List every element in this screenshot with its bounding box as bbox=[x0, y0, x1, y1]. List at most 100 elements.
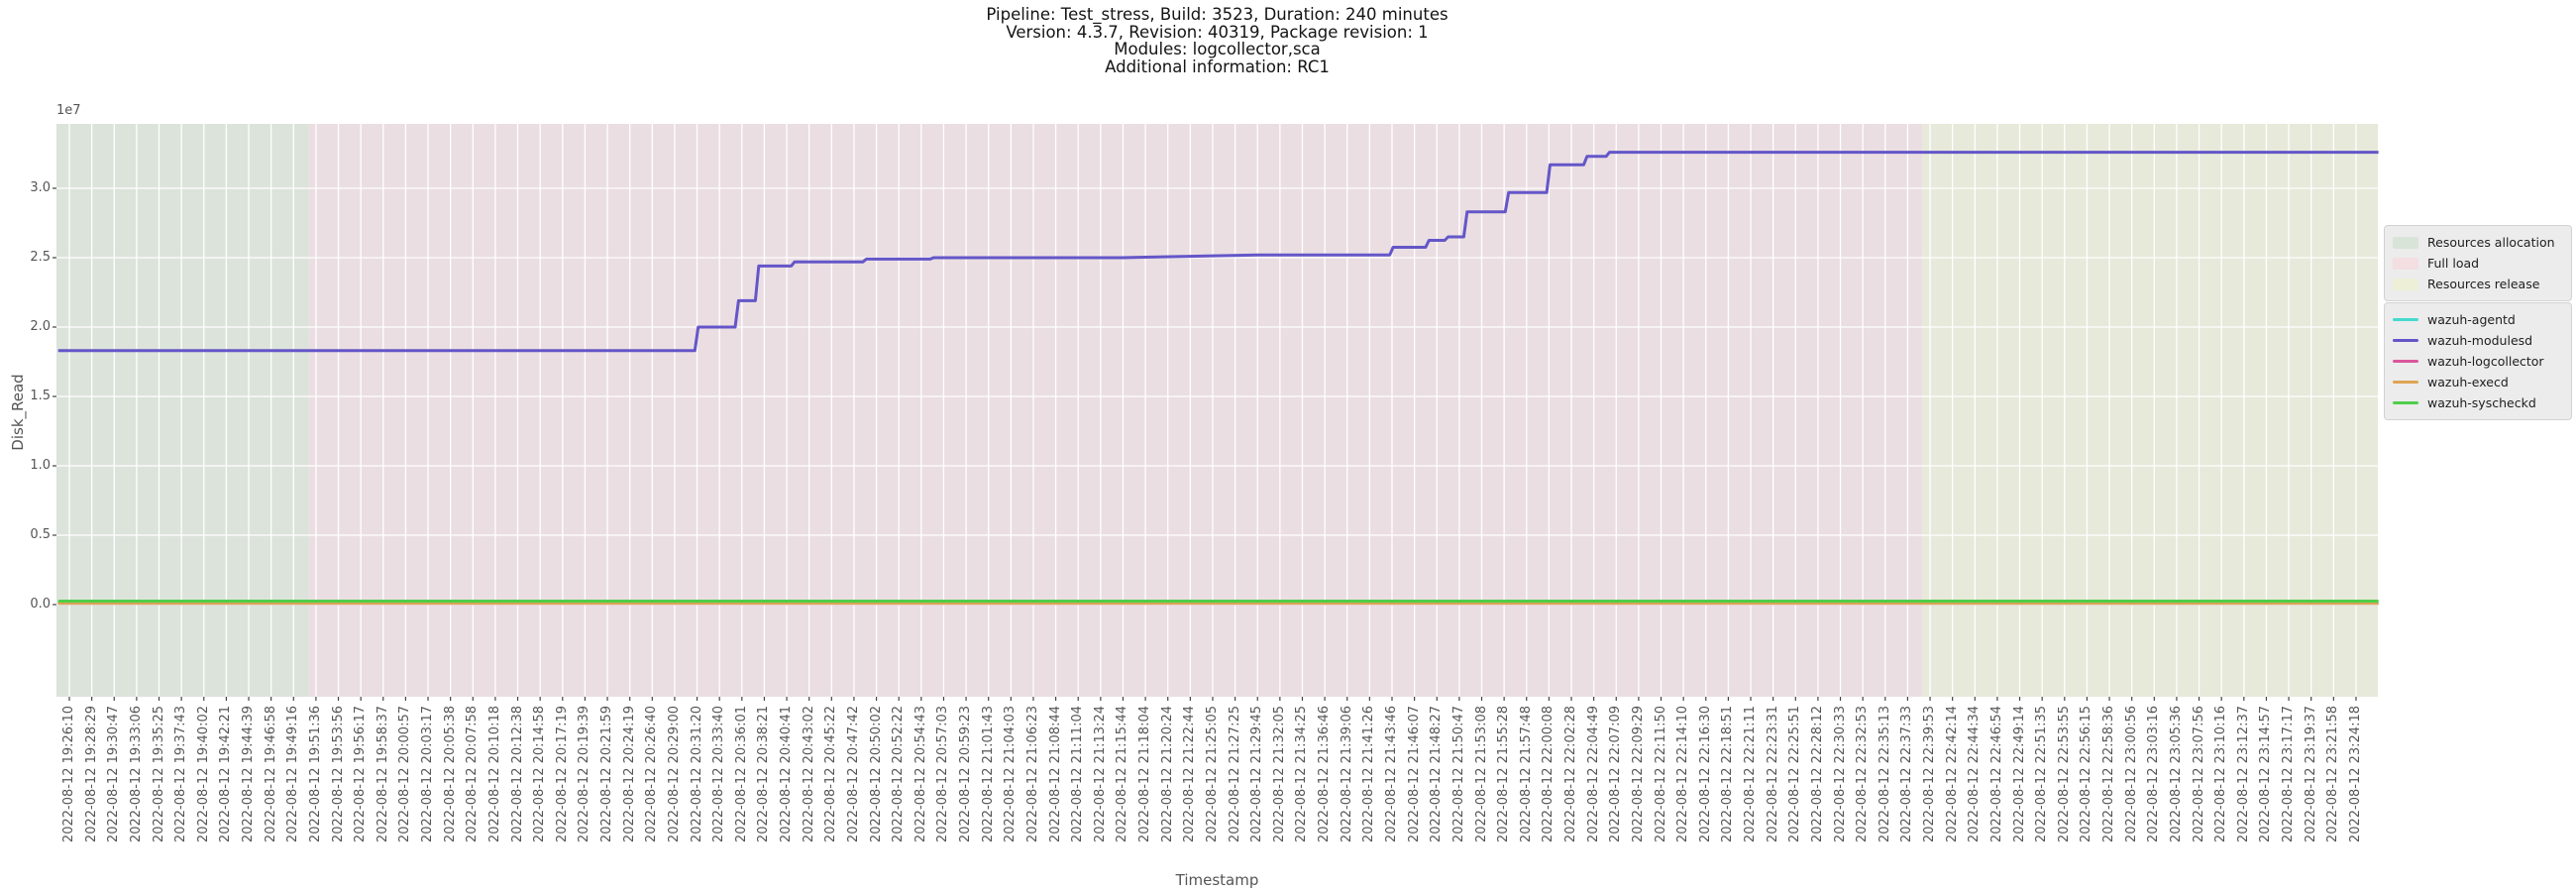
y-tick-label: 2.0 bbox=[30, 319, 51, 334]
x-tick-label: 2022-08-12 22:07:09 bbox=[1608, 706, 1624, 843]
legend-region-label: Resources release bbox=[2427, 277, 2540, 291]
x-tick-label: 2022-08-12 19:56:17 bbox=[353, 706, 369, 843]
x-tick-label: 2022-08-12 22:28:12 bbox=[1809, 706, 1825, 843]
x-tick-label: 2022-08-12 21:20:24 bbox=[1159, 706, 1175, 843]
x-tick-label: 2022-08-12 22:18:51 bbox=[1720, 706, 1736, 843]
x-tick-label: 2022-08-12 22:37:33 bbox=[1899, 706, 1915, 843]
x-tick-label: 2022-08-12 22:53:55 bbox=[2056, 706, 2072, 843]
x-tick-label: 2022-08-12 19:44:39 bbox=[241, 706, 257, 843]
y-tick-label: 2.5 bbox=[30, 250, 51, 265]
x-tick-label: 2022-08-12 21:43:46 bbox=[1383, 706, 1399, 843]
x-tick-label: 2022-08-12 21:34:25 bbox=[1294, 706, 1310, 843]
x-tick-label: 2022-08-12 22:35:13 bbox=[1877, 706, 1892, 843]
x-tick-label: 2022-08-12 21:48:27 bbox=[1429, 706, 1445, 843]
x-tick-label: 2022-08-12 23:17:17 bbox=[2281, 706, 2297, 843]
title-line-modules: Modules: logcollector,sca bbox=[1114, 40, 1321, 58]
x-tick-label: 2022-08-12 20:21:59 bbox=[599, 706, 615, 843]
x-tick-label: 2022-08-12 22:21:11 bbox=[1743, 706, 1759, 843]
legend-region-swatch bbox=[2393, 278, 2418, 290]
legend-series-swatch bbox=[2393, 318, 2418, 321]
x-tick-label: 2022-08-12 22:23:31 bbox=[1765, 706, 1780, 843]
x-tick-label: 2022-08-12 22:09:29 bbox=[1630, 706, 1646, 843]
x-tick-label: 2022-08-12 21:01:43 bbox=[980, 706, 996, 843]
x-tick-label: 2022-08-12 21:04:03 bbox=[1003, 706, 1019, 843]
x-tick-label: 2022-08-12 20:45:22 bbox=[823, 706, 839, 843]
y-tick-label: 0.5 bbox=[30, 527, 51, 542]
legend-series-item: wazuh-modulesd bbox=[2393, 330, 2563, 351]
x-tick-label: 2022-08-12 20:03:17 bbox=[420, 706, 436, 843]
x-tick-label: 2022-08-12 22:11:50 bbox=[1653, 706, 1668, 843]
legend-series-swatch bbox=[2393, 401, 2418, 404]
x-tick-label: 2022-08-12 20:50:02 bbox=[868, 706, 884, 843]
x-tick-label: 2022-08-12 20:26:40 bbox=[644, 706, 660, 843]
y-tick-label: 3.0 bbox=[30, 180, 51, 195]
x-tick-label: 2022-08-12 22:02:28 bbox=[1563, 706, 1578, 843]
region-span-full-load bbox=[309, 124, 1923, 697]
y-tick-label: 0.0 bbox=[30, 597, 51, 612]
x-tick-label: 2022-08-12 23:03:16 bbox=[2146, 706, 2162, 843]
x-tick-label: 2022-08-12 22:42:14 bbox=[1944, 706, 1960, 843]
legend-series-swatch bbox=[2393, 360, 2418, 363]
x-tick-label: 2022-08-12 19:58:37 bbox=[375, 706, 390, 843]
x-tick-label: 2022-08-12 23:00:56 bbox=[2123, 706, 2139, 843]
x-tick-label: 2022-08-12 19:30:47 bbox=[106, 706, 122, 843]
legend-regions: Resources allocation Full load Resources r… bbox=[2384, 225, 2572, 301]
legend-series-item: wazuh-execd bbox=[2393, 372, 2563, 392]
x-tick-label: 2022-08-12 23:10:16 bbox=[2213, 706, 2229, 843]
x-tick-label: 2022-08-12 20:47:42 bbox=[845, 706, 861, 843]
x-tick-label: 2022-08-12 22:00:08 bbox=[1541, 706, 1556, 843]
y-tick-label: 1.5 bbox=[30, 389, 51, 403]
x-tick-label: 2022-08-12 21:11:04 bbox=[1070, 706, 1086, 843]
x-tick-label: 2022-08-12 22:39:53 bbox=[1922, 706, 1938, 843]
legend-series-item: wazuh-agentd bbox=[2393, 309, 2563, 330]
x-axis-title: Timestamp bbox=[1175, 871, 1259, 889]
x-tick-label: 2022-08-12 21:29:45 bbox=[1249, 706, 1265, 843]
x-tick-label: 2022-08-12 19:49:16 bbox=[285, 706, 301, 843]
x-tick-label: 2022-08-12 21:32:05 bbox=[1271, 706, 1287, 843]
x-tick-label: 2022-08-12 21:22:44 bbox=[1182, 706, 1198, 843]
x-tick-label: 2022-08-12 20:52:22 bbox=[891, 706, 907, 843]
x-tick-label: 2022-08-12 23:19:37 bbox=[2303, 706, 2318, 843]
x-tick-label: 2022-08-12 21:46:07 bbox=[1406, 706, 1422, 843]
title-line-version: Version: 4.3.7, Revision: 40319, Package… bbox=[1006, 22, 1429, 42]
x-tick-label: 2022-08-12 22:46:54 bbox=[1988, 706, 2004, 843]
x-tick-label: 2022-08-12 21:53:08 bbox=[1473, 706, 1489, 843]
x-tick-label: 2022-08-12 21:50:47 bbox=[1450, 706, 1466, 843]
x-tick-label: 2022-08-12 20:07:58 bbox=[465, 706, 481, 843]
x-tick-label: 2022-08-12 20:59:23 bbox=[958, 706, 974, 843]
legend-region-item: Resources release bbox=[2393, 274, 2563, 294]
x-tick-label: 2022-08-12 20:10:18 bbox=[486, 706, 502, 843]
legend-series-swatch bbox=[2393, 381, 2418, 384]
x-tick-label: 2022-08-12 21:27:25 bbox=[1227, 706, 1242, 843]
legend-region-swatch bbox=[2393, 236, 2418, 249]
x-tick-label: 2022-08-12 23:14:57 bbox=[2258, 706, 2274, 843]
x-tick-label: 2022-08-12 19:33:06 bbox=[128, 706, 144, 843]
x-tick-label: 2022-08-12 20:33:40 bbox=[711, 706, 727, 843]
chart-title: Pipeline: Test_stress, Build: 3523, Dura… bbox=[56, 6, 2378, 75]
x-tick-label: 2022-08-12 21:15:44 bbox=[1115, 706, 1130, 843]
legend-region-label: Full load bbox=[2427, 256, 2480, 271]
x-tick-label: 2022-08-12 19:28:29 bbox=[83, 706, 99, 843]
legend-series-item: wazuh-syscheckd bbox=[2393, 392, 2563, 413]
x-tick-label: 2022-08-12 21:57:48 bbox=[1518, 706, 1534, 843]
x-tick-label: 2022-08-12 19:46:58 bbox=[263, 706, 278, 843]
x-tick-label: 2022-08-12 21:13:24 bbox=[1092, 706, 1108, 843]
x-tick-label: 2022-08-12 20:24:19 bbox=[621, 706, 637, 843]
x-tick-label: 2022-08-12 23:07:56 bbox=[2191, 706, 2206, 843]
x-tick-label: 2022-08-12 20:12:38 bbox=[509, 706, 525, 843]
legend-series-label: wazuh-logcollector bbox=[2427, 354, 2544, 369]
x-tick-label: 2022-08-12 20:14:58 bbox=[532, 706, 548, 843]
x-tick-label: 2022-08-12 22:32:53 bbox=[1855, 706, 1871, 843]
x-tick-label: 2022-08-12 22:56:15 bbox=[2079, 706, 2094, 843]
x-tick-label: 2022-08-12 20:05:38 bbox=[442, 706, 458, 843]
x-tick-label: 2022-08-12 21:18:04 bbox=[1137, 706, 1153, 843]
legend-region-label: Resources allocation bbox=[2427, 235, 2555, 250]
x-tick-label: 2022-08-12 20:40:41 bbox=[779, 706, 795, 843]
legend-region-item: Full load bbox=[2393, 253, 2563, 274]
x-tick-label: 2022-08-12 20:31:20 bbox=[689, 706, 704, 843]
x-tick-label: 2022-08-12 20:00:57 bbox=[397, 706, 413, 843]
legend-series-label: wazuh-agentd bbox=[2427, 312, 2516, 327]
y-axis-offset-label: 1e7 bbox=[56, 103, 81, 118]
